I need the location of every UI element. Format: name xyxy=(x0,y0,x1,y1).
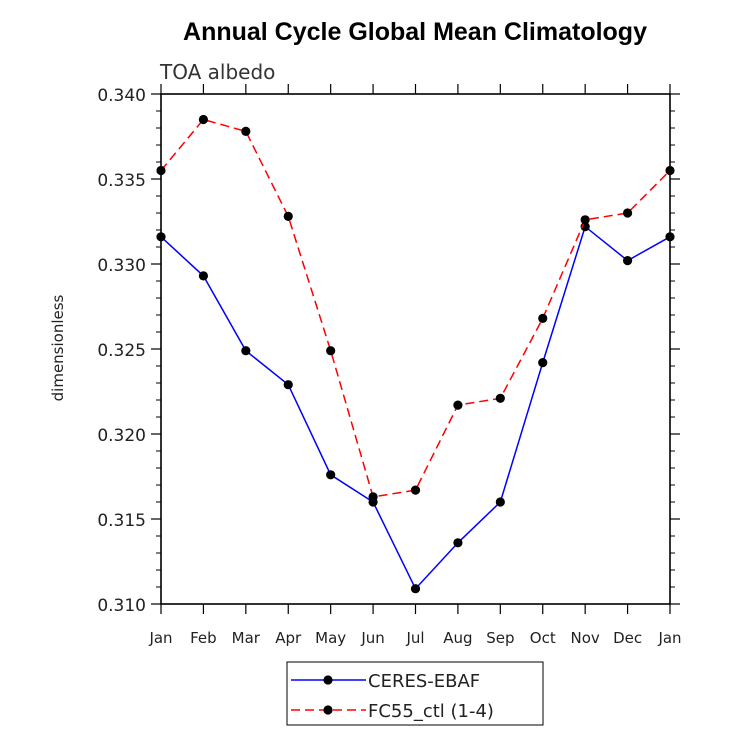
series-1-point xyxy=(453,538,463,548)
y-tick-label: 0.320 xyxy=(97,426,146,446)
series-2-point xyxy=(580,215,590,225)
y-tick-label: 0.325 xyxy=(97,341,146,361)
x-tick-label: Nov xyxy=(571,629,600,647)
x-tick-label: Jan xyxy=(657,629,681,647)
y-axis-label: dimensionless xyxy=(49,294,67,401)
y-tick-label: 0.330 xyxy=(97,256,146,276)
legend-marker-1 xyxy=(323,675,333,685)
x-tick-label: May xyxy=(315,629,346,647)
chart-title: Annual Cycle Global Mean Climatology xyxy=(183,18,647,46)
series-1-point xyxy=(198,271,209,281)
series-1-point xyxy=(495,497,505,507)
legend-box xyxy=(286,661,544,726)
series-1-point xyxy=(410,584,421,594)
x-tick-label: Jul xyxy=(405,629,424,647)
series-2-point xyxy=(622,208,633,218)
series-line-2 xyxy=(160,118,671,498)
series-2-point xyxy=(283,211,293,221)
y-tick-label: 0.315 xyxy=(97,511,146,531)
x-tick-label: Sep xyxy=(486,629,514,647)
x-tick-label: Dec xyxy=(613,629,642,647)
series-1-point xyxy=(241,346,251,356)
x-tick-label: Apr xyxy=(275,629,302,647)
x-tick-label: Jun xyxy=(360,629,384,647)
chart-subtitle: TOA albedo xyxy=(159,60,275,84)
series-2-point xyxy=(495,393,505,403)
series-2-point xyxy=(241,126,251,136)
series-2-point xyxy=(538,313,548,323)
series-2-point xyxy=(368,492,378,502)
plot-frame xyxy=(160,93,671,605)
x-tick-label: Jan xyxy=(148,629,172,647)
legend-label-2: FC55_ctl (1-4) xyxy=(368,701,494,722)
series-1-point xyxy=(538,358,548,368)
x-tick-label: Feb xyxy=(190,629,217,647)
legend-label-1: CERES-EBAF xyxy=(368,671,480,692)
series-1-point xyxy=(326,470,336,480)
series-1-point xyxy=(283,380,293,390)
series-2-point xyxy=(453,400,463,410)
x-tick-label: Oct xyxy=(530,629,556,647)
series-2-point xyxy=(410,485,421,495)
y-tick-label: 0.310 xyxy=(97,596,146,616)
y-tick-label: 0.340 xyxy=(97,86,146,106)
x-tick-label: Mar xyxy=(232,629,261,647)
plot-layer: 0.310 0.315 0.320 0.325 0.330 0.335 0.340 Jan Fe… xyxy=(97,84,682,647)
series-2-point xyxy=(198,114,209,125)
legend-marker-2 xyxy=(323,705,333,715)
legend: CERES-EBAF FC55_ctl (1-4) xyxy=(286,661,544,726)
series-1-point xyxy=(622,256,633,266)
x-tick-label: Aug xyxy=(443,629,472,647)
y-tick-label: 0.335 xyxy=(97,171,146,191)
series-2-point xyxy=(326,346,336,356)
series-line-1 xyxy=(160,225,671,591)
